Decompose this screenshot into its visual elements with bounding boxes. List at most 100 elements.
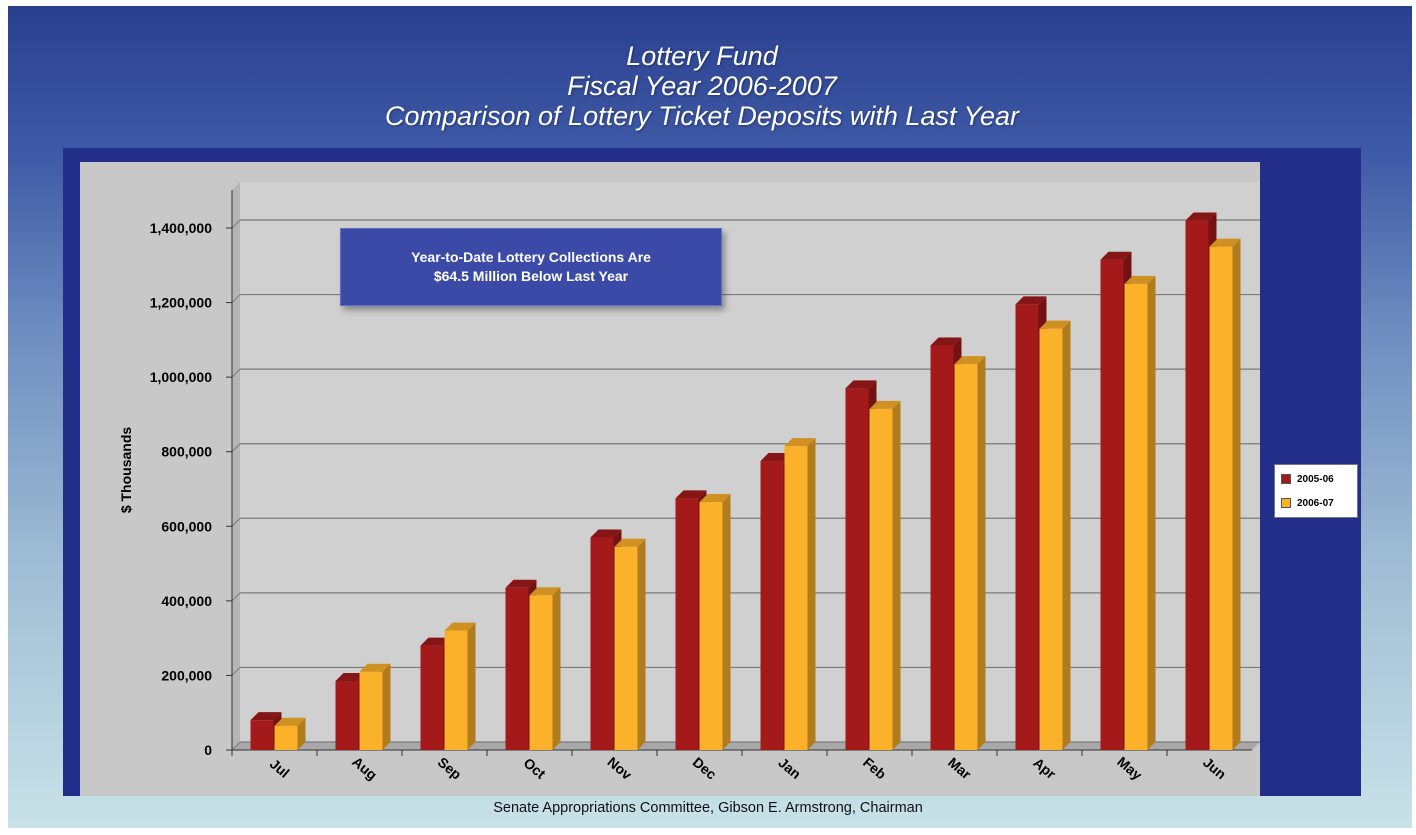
y-tick-label: 400,000 xyxy=(161,593,212,609)
y-tick-label: 0 xyxy=(204,742,212,758)
bar-top xyxy=(420,637,452,646)
legend: 2005-06 2006-07 xyxy=(1274,464,1358,518)
bar-top xyxy=(954,356,986,365)
bar-side xyxy=(1232,238,1241,750)
bar-side xyxy=(807,438,816,750)
bar-2006-07-Mar xyxy=(954,356,986,750)
bar-top xyxy=(784,438,816,447)
bar-top xyxy=(614,538,646,547)
bar-side xyxy=(1062,320,1071,750)
gridline-diag xyxy=(231,517,241,527)
bar-top xyxy=(250,712,282,721)
gridline-diag xyxy=(231,368,241,378)
bar-front xyxy=(675,498,699,750)
bar-front xyxy=(250,720,274,750)
bar-2006-07-Nov xyxy=(614,538,646,750)
bar-2006-07-Apr xyxy=(1039,320,1071,750)
bar-front xyxy=(930,345,954,750)
bar-top xyxy=(274,717,306,726)
bar-front xyxy=(359,671,383,750)
bar-top xyxy=(930,337,962,346)
callout-line-1: Year-to-Date Lottery Collections Are xyxy=(411,249,651,265)
bar-top xyxy=(1185,212,1217,221)
bar-front xyxy=(614,546,638,750)
bar-side xyxy=(552,587,561,750)
legend-label-2006-07: 2006-07 xyxy=(1297,497,1334,509)
bar-front xyxy=(444,630,468,750)
bar-front xyxy=(529,595,553,750)
bar-2006-07-Jun xyxy=(1209,238,1241,750)
y-tick-label: 1,200,000 xyxy=(150,295,212,311)
bar-top xyxy=(675,490,707,499)
gridline-diag xyxy=(231,667,241,676)
bar-front xyxy=(760,461,784,750)
bar-2006-07-Feb xyxy=(869,400,901,750)
bar-top xyxy=(760,453,792,462)
bar-front xyxy=(590,537,614,750)
legend-swatch-2005-06 xyxy=(1281,474,1291,484)
bar-2006-07-Sep xyxy=(444,622,476,750)
gridline-diag xyxy=(231,294,241,303)
bar-side xyxy=(382,663,391,750)
bar-front xyxy=(505,587,529,750)
y-tick-label: 1,400,000 xyxy=(150,220,212,236)
bar-side xyxy=(1147,275,1156,750)
bar-front xyxy=(869,408,893,750)
side-wall xyxy=(232,182,240,750)
bar-front xyxy=(784,446,808,750)
bar-front xyxy=(954,364,978,750)
bar-top xyxy=(1124,275,1156,284)
bar-front xyxy=(1039,328,1063,750)
bar-2006-07-Aug xyxy=(359,663,391,750)
legend-label-2005-06: 2005-06 xyxy=(1297,473,1334,485)
bar-top xyxy=(869,400,901,409)
bar-side xyxy=(722,494,731,750)
legend-swatch-2006-07 xyxy=(1281,498,1291,508)
bar-top xyxy=(845,380,877,389)
bar-side xyxy=(977,356,986,750)
bar-front xyxy=(274,725,298,750)
bar-2006-07-Dec xyxy=(699,494,731,750)
bar-front xyxy=(845,388,869,750)
y-tick-label: 200,000 xyxy=(161,667,212,683)
bar-front xyxy=(1015,304,1039,750)
bar-top xyxy=(444,622,476,631)
bar-front xyxy=(1100,259,1124,750)
bar-top xyxy=(1100,251,1132,260)
bar-2006-07-Jul xyxy=(274,717,306,750)
footer-credit: Senate Appropriations Committee, Gibson … xyxy=(493,800,923,816)
bar-2006-07-Jan xyxy=(784,438,816,750)
y-tick-label: 1,000,000 xyxy=(150,369,212,385)
bar-side xyxy=(892,400,901,750)
chart-title-line-3: Comparison of Lottery Ticket Deposits wi… xyxy=(384,101,1020,131)
back-wall xyxy=(240,182,1260,742)
bar-front xyxy=(1185,220,1209,751)
bar-2006-07-May xyxy=(1124,275,1156,750)
bar-top xyxy=(335,673,367,682)
bar-side xyxy=(467,622,476,750)
y-tick-label: 800,000 xyxy=(161,444,212,460)
bar-side xyxy=(297,717,306,750)
bar-top xyxy=(1015,296,1047,305)
legend-item-2005-06: 2005-06 xyxy=(1281,469,1357,489)
bar-top xyxy=(590,529,622,538)
gridline-diag xyxy=(231,443,241,453)
chart-title-line-1: Lottery Fund xyxy=(626,41,778,71)
bar-front xyxy=(335,681,359,750)
bar-front xyxy=(1209,246,1233,750)
bar-top xyxy=(1039,320,1071,329)
gridline-diag xyxy=(231,592,241,602)
callout-line-2: $64.5 Million Below Last Year xyxy=(433,268,629,284)
gridline-diag xyxy=(231,219,241,229)
bar-top xyxy=(1209,238,1241,247)
y-axis-label: $ Thousands xyxy=(118,427,134,514)
gridline-diag xyxy=(231,741,241,751)
legend-item-2006-07: 2006-07 xyxy=(1281,493,1357,513)
callout-box: Year-to-Date Lottery Collections Are $64… xyxy=(340,228,722,306)
bar-front xyxy=(699,502,723,750)
bar-top xyxy=(699,494,731,503)
floor xyxy=(232,742,1260,750)
bar-top xyxy=(529,587,561,596)
bar-2006-07-Oct xyxy=(529,587,561,750)
